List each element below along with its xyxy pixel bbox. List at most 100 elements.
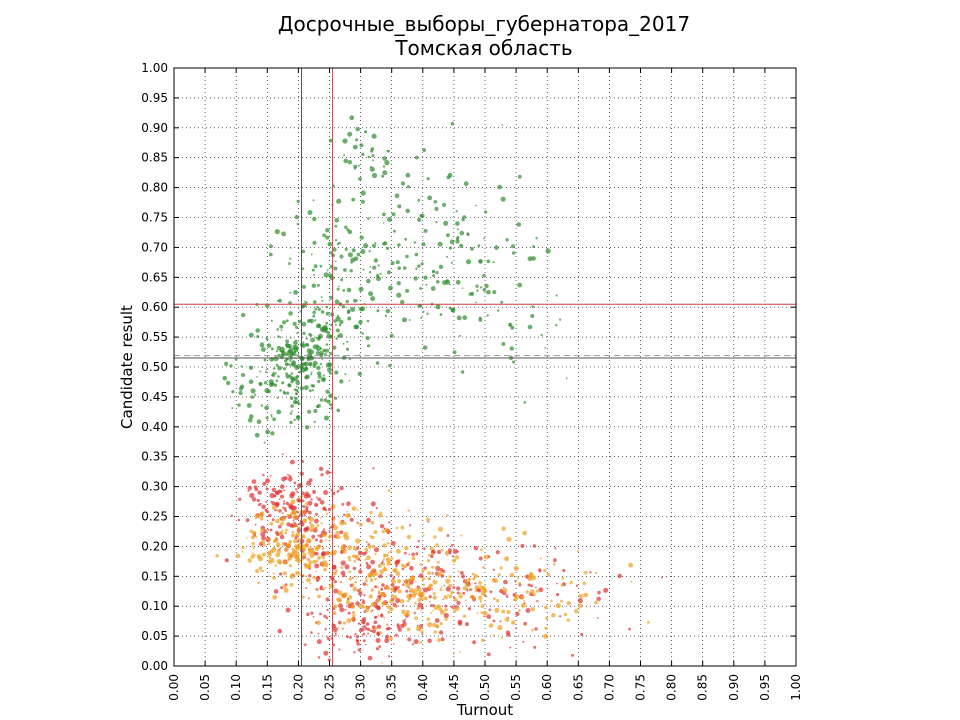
data-point (497, 309, 500, 312)
data-point (283, 476, 288, 480)
data-point (437, 638, 442, 643)
data-point (255, 328, 260, 333)
data-point (448, 306, 452, 310)
data-point (325, 389, 330, 394)
data-point (381, 601, 385, 605)
data-point (345, 299, 349, 304)
data-point (292, 514, 298, 520)
data-point (431, 269, 436, 273)
data-point (336, 408, 341, 413)
data-point (414, 155, 419, 160)
data-point (284, 546, 289, 552)
data-point (484, 210, 488, 214)
data-point (370, 602, 376, 608)
data-point (277, 299, 280, 303)
data-point (407, 509, 410, 512)
data-point (305, 337, 308, 340)
data-point (271, 518, 275, 522)
data-point (292, 321, 297, 326)
x-tick-label: 0.90 (727, 674, 741, 701)
data-point (282, 571, 287, 576)
data-point (353, 298, 357, 303)
data-point (522, 640, 525, 643)
data-point (458, 594, 463, 599)
data-point (436, 560, 440, 564)
data-point (316, 365, 321, 371)
data-point (467, 607, 471, 611)
data-point (274, 564, 277, 567)
data-point (377, 595, 382, 599)
data-point (461, 217, 465, 222)
data-point (338, 285, 340, 288)
data-point (447, 594, 449, 596)
data-point (440, 571, 443, 575)
data-point (476, 289, 479, 292)
data-point (315, 538, 318, 542)
data-point (457, 570, 460, 573)
data-point (296, 415, 300, 419)
data-point (334, 396, 338, 400)
data-point (311, 268, 315, 272)
data-point (410, 575, 416, 581)
data-point (435, 221, 438, 224)
data-point (394, 604, 397, 608)
data-point (262, 543, 266, 547)
data-point (313, 264, 318, 269)
data-point (360, 331, 362, 334)
data-point (509, 323, 511, 325)
data-point (333, 588, 339, 594)
data-point (446, 255, 449, 258)
data-point (647, 620, 650, 624)
data-point (442, 202, 447, 207)
data-point (486, 259, 491, 264)
data-point (290, 512, 294, 516)
data-point (315, 552, 319, 556)
data-point (293, 290, 298, 295)
data-point (325, 562, 328, 565)
data-point (470, 588, 473, 591)
data-point (433, 200, 438, 204)
data-point (454, 598, 458, 602)
y-tick-label: 0.05 (141, 629, 168, 643)
data-point (506, 633, 511, 637)
data-point (354, 580, 358, 584)
data-point (375, 638, 381, 643)
data-point (250, 554, 255, 559)
data-point (561, 576, 565, 580)
data-point (298, 402, 301, 405)
data-point (348, 577, 353, 581)
data-point (414, 252, 419, 257)
data-point (494, 245, 499, 250)
data-point (235, 553, 241, 559)
data-point (316, 639, 322, 645)
data-point (409, 565, 414, 571)
data-point (334, 224, 338, 228)
data-point (364, 643, 367, 646)
data-point (419, 641, 422, 644)
data-point (405, 172, 411, 178)
data-point (345, 599, 351, 605)
data-point (365, 541, 368, 543)
data-point (529, 572, 534, 577)
data-point (268, 575, 271, 577)
data-point (445, 279, 451, 285)
data-point (359, 143, 364, 148)
data-point (506, 610, 511, 614)
data-point (529, 589, 535, 595)
data-point (385, 634, 390, 639)
data-point (420, 606, 424, 610)
data-point (263, 441, 266, 444)
data-point (289, 420, 293, 425)
data-point (295, 545, 300, 550)
data-point (316, 504, 318, 507)
data-point (356, 509, 359, 511)
data-point (454, 555, 460, 560)
data-point (293, 525, 296, 528)
data-point (260, 528, 265, 533)
data-point (314, 307, 318, 311)
data-point (431, 572, 434, 575)
data-point (259, 342, 265, 348)
x-tick-label: 0.80 (665, 674, 679, 701)
data-point (351, 583, 355, 586)
data-point (502, 588, 508, 593)
